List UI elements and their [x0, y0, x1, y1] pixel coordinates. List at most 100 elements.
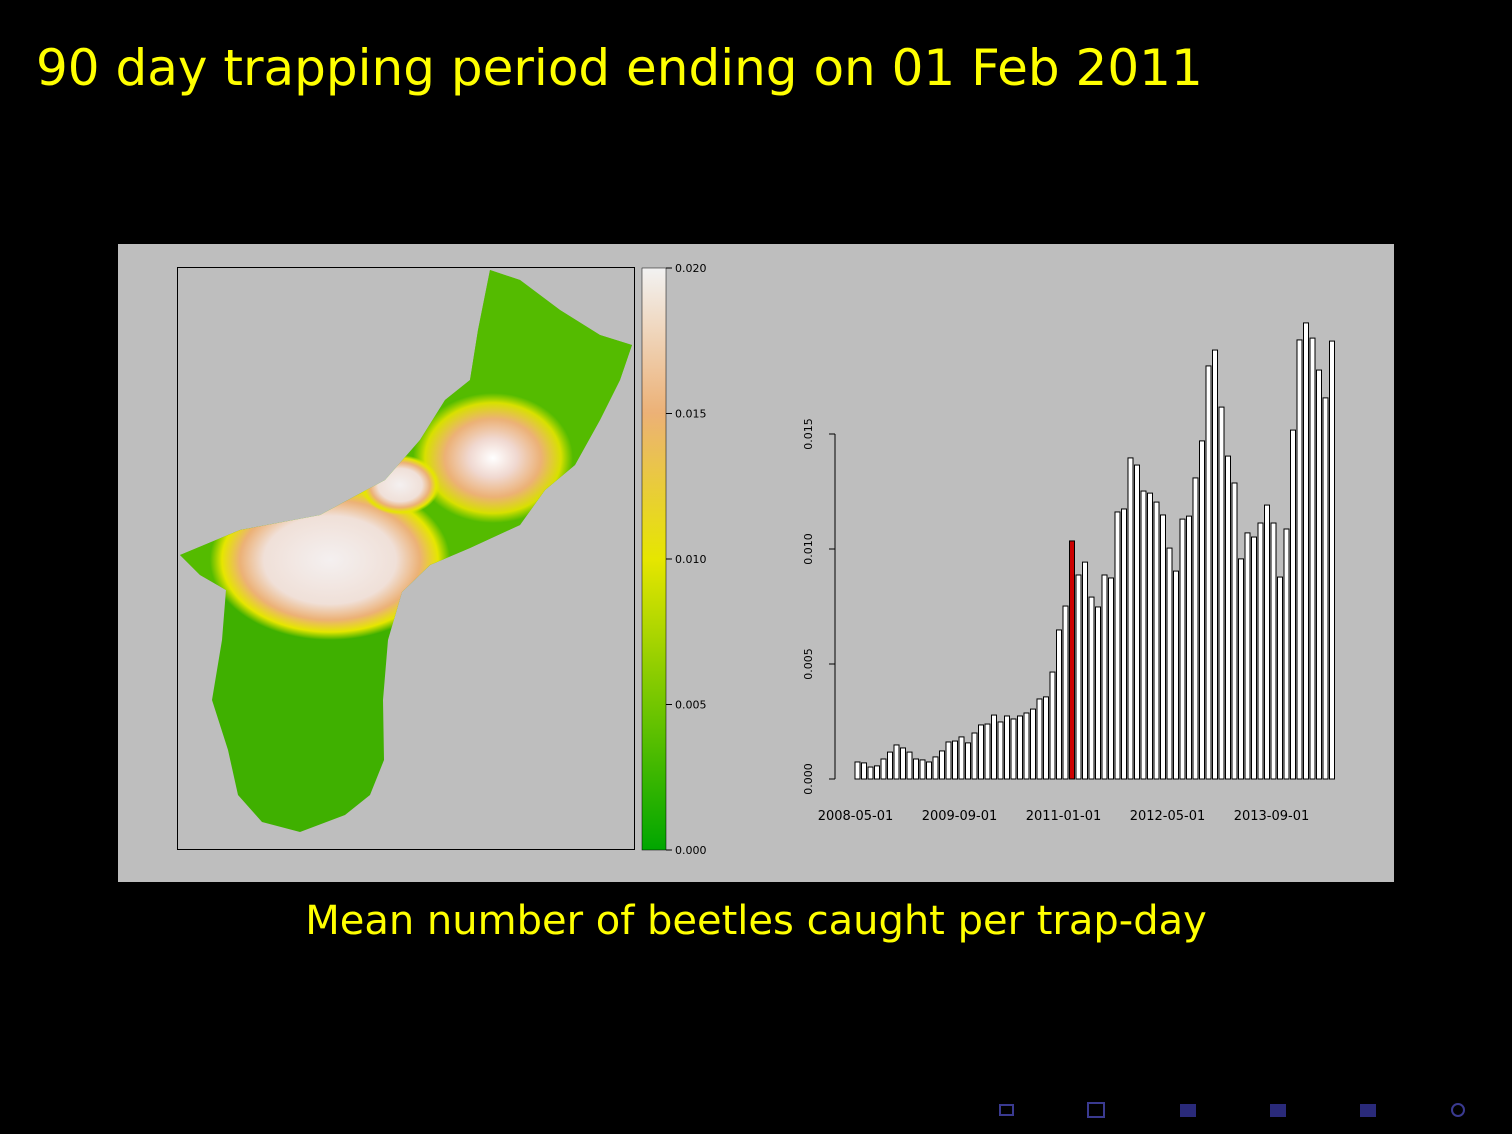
bar: [1069, 540, 1075, 780]
x-tick-label: 2008-05-01: [818, 809, 894, 824]
bar: [854, 761, 861, 780]
bar: [1153, 501, 1160, 780]
bar: [971, 732, 978, 780]
bar: [1303, 322, 1309, 780]
bar: [1212, 349, 1218, 780]
bar: [1329, 340, 1335, 780]
bar: [965, 742, 971, 780]
y-tick-label: 0.015: [802, 418, 815, 450]
map-frame: [177, 267, 635, 850]
colorbar: [641, 267, 667, 851]
bar: [1264, 504, 1270, 780]
y-tick-label: 0.005: [802, 648, 815, 680]
bar: [1257, 522, 1264, 780]
bar: [1173, 570, 1179, 780]
bar: [1043, 696, 1049, 780]
bar: [1270, 522, 1277, 780]
bar: [1316, 369, 1322, 780]
bar: [887, 751, 893, 780]
y-tick-label: 0.010: [802, 533, 815, 565]
bar: [1127, 457, 1134, 780]
bar: [1283, 528, 1290, 780]
bar: [1088, 596, 1095, 780]
bar: [1134, 464, 1140, 780]
caption: Mean number of beetles caught per trap-d…: [305, 898, 1207, 944]
bar: [991, 714, 997, 780]
bar: [1075, 574, 1082, 780]
bar: [874, 765, 880, 780]
bar: [1309, 337, 1316, 780]
bar: [1290, 429, 1296, 780]
bar: [1296, 339, 1303, 780]
bar: [945, 741, 952, 780]
bar: [1017, 715, 1023, 780]
bar: [1238, 558, 1244, 780]
bar: [1244, 532, 1251, 780]
bar: [1036, 698, 1043, 780]
bar: [913, 758, 919, 780]
colorbar-tick-label: 0.020: [675, 262, 707, 275]
nav-doc: [1270, 1104, 1286, 1117]
x-tick-label: 2013-09-01: [1234, 809, 1310, 824]
bar: [1056, 629, 1062, 780]
bar: [1004, 715, 1010, 780]
nav-subsection: [1180, 1104, 1196, 1117]
bar: [932, 756, 939, 780]
bar: [1114, 511, 1121, 780]
colorbar-tick-label: 0.010: [675, 553, 707, 566]
bar: [1101, 574, 1108, 780]
bar: [1062, 605, 1069, 780]
bar: [861, 762, 867, 780]
bar: [1010, 718, 1017, 780]
bar: [880, 758, 887, 780]
bar: [984, 723, 991, 780]
bar: [1030, 708, 1036, 780]
bar: [1322, 397, 1329, 780]
bar: [1225, 455, 1231, 780]
bar: [926, 761, 932, 780]
bar: [978, 724, 984, 780]
bar: [939, 750, 945, 780]
bar: [900, 747, 906, 780]
bar: [1205, 365, 1212, 780]
bar: [1108, 577, 1114, 780]
bar: [1023, 712, 1030, 780]
y-tick-label: 0.000: [802, 763, 815, 795]
nav-section: [1087, 1102, 1105, 1118]
bar: [1160, 514, 1166, 780]
bar: [867, 766, 874, 780]
nav-search: [1451, 1103, 1465, 1117]
x-tick-label: 2011-01-01: [1026, 809, 1102, 824]
bar: [997, 721, 1004, 780]
bar: [1179, 518, 1186, 780]
bar: [906, 751, 913, 780]
bar: [1049, 671, 1056, 780]
colorbar-tick-label: 0.005: [675, 699, 707, 712]
bar: [1140, 490, 1147, 780]
bar: [958, 736, 965, 780]
nav-frame: [999, 1104, 1014, 1116]
colorbar-tick-label: 0.015: [675, 408, 707, 421]
x-tick-label: 2012-05-01: [1130, 809, 1206, 824]
bar: [1095, 606, 1101, 780]
nav-symbols: [999, 1102, 1465, 1118]
bar: [1082, 561, 1088, 780]
bar: [1251, 536, 1257, 780]
bar: [1218, 406, 1225, 780]
bar: [1231, 482, 1238, 780]
bar: [1186, 515, 1192, 780]
bar: [1199, 440, 1205, 780]
bar: [1192, 477, 1199, 780]
bar: [1147, 492, 1153, 780]
colorbar-tick-label: 0.000: [675, 844, 707, 857]
x-tick-label: 2009-09-01: [922, 809, 998, 824]
bar: [1277, 576, 1283, 780]
bar: [1166, 547, 1173, 780]
bar: [952, 740, 958, 780]
bar: [1121, 508, 1127, 780]
bar: [919, 759, 926, 780]
bar: [893, 744, 900, 780]
nav-appendix: [1360, 1104, 1376, 1117]
